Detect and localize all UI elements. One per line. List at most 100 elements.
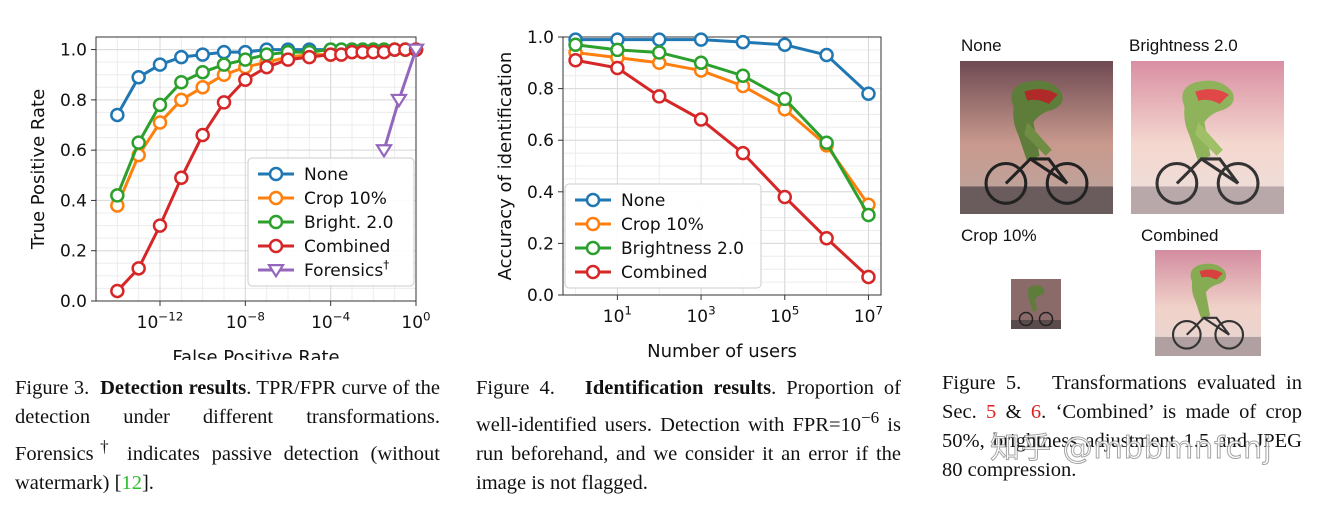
data-point xyxy=(131,261,146,276)
caption-bold: Identification results xyxy=(584,377,772,399)
data-point xyxy=(568,52,583,68)
caption-text: . TPR/FPR curve of the detection under d… xyxy=(15,377,441,465)
legend-box xyxy=(564,183,762,289)
data-point xyxy=(152,57,168,72)
chart-identification-results: 0.0 0.2 0.4 0.6 0.8 1.0 101 103 105 107 Number of … xyxy=(495,28,883,360)
y-tick-label: 0.6 xyxy=(60,141,87,161)
legend-marker xyxy=(268,238,284,254)
data-point xyxy=(389,93,408,109)
x-tick-label: 107 xyxy=(854,303,883,327)
legend: None Crop 10% Brightness 2.0 Combined xyxy=(564,183,762,289)
data-point xyxy=(777,37,793,52)
data-point xyxy=(152,218,168,233)
section-link[interactable]: 5 xyxy=(986,401,997,423)
legend: None Crop 10% Bright. 2.0 CombinedForensics… xyxy=(247,157,415,287)
caption-sup: † xyxy=(93,437,116,456)
data-point xyxy=(819,135,834,151)
legend-label: None xyxy=(304,165,348,185)
data-point xyxy=(195,47,210,62)
data-point xyxy=(819,47,834,63)
data-point xyxy=(259,47,274,62)
legend-marker xyxy=(585,240,601,256)
x-tick-label: 101 xyxy=(603,303,632,327)
y-tick-label: 1.0 xyxy=(60,41,87,61)
data-point xyxy=(693,55,709,71)
caption-figure-4: Figure 4. Identification results. Propor… xyxy=(476,374,901,498)
y-axis-label: True Positive Rate xyxy=(28,89,49,250)
y-tick-label: 0.4 xyxy=(527,183,554,203)
caption-text: is run beforehand, and we con­sider it a… xyxy=(476,413,901,494)
caption-text: indicates passive detection (without wat… xyxy=(15,442,440,494)
thumb-image-combined xyxy=(1155,250,1261,356)
data-point xyxy=(610,60,625,76)
thumb-image-crop xyxy=(1011,279,1061,329)
data-point xyxy=(693,112,709,127)
citation-link[interactable]: 12 xyxy=(121,471,142,494)
legend-label: Combined xyxy=(304,237,390,257)
x-tick-label: 103 xyxy=(686,303,715,327)
data-point xyxy=(777,189,793,205)
x-tick-label: 100 xyxy=(401,309,430,333)
legend-marker xyxy=(268,166,284,182)
section-link[interactable]: 6 xyxy=(1030,401,1042,423)
data-point xyxy=(174,49,189,65)
y-tick-label: 0.0 xyxy=(527,286,554,306)
data-point xyxy=(174,75,189,90)
data-point xyxy=(651,45,667,60)
caption-text: & xyxy=(996,401,1031,423)
y-tick-label: 0.2 xyxy=(60,242,87,262)
legend-label: None xyxy=(621,191,665,211)
series-line xyxy=(575,58,870,279)
dinosaur-bicycle-crop-image xyxy=(1011,279,1061,329)
y-axis-label: Accuracy of identification xyxy=(495,52,516,281)
legend-label: Crop 10% xyxy=(304,189,387,209)
legend-marker xyxy=(585,264,601,280)
data-point xyxy=(110,188,125,203)
data-point xyxy=(238,52,253,67)
data-point xyxy=(152,115,168,130)
data-point xyxy=(407,43,425,58)
caption-figure-5: Figure 5. Transformations evaluated in S… xyxy=(942,369,1302,485)
chart-detection-results: 0.0 0.2 0.4 0.6 0.8 1.0 10−12 10−8 10−4 100 False … xyxy=(28,36,431,360)
caption-figure-3: Figure 3. Detection results. TPR/FPR cur… xyxy=(15,374,440,498)
caption-label: Figure 5. xyxy=(942,372,1022,394)
data-point xyxy=(861,269,876,285)
data-point xyxy=(693,32,709,47)
thumb-label-brightness: Brightness 2.0 xyxy=(1129,36,1238,55)
data-point xyxy=(735,34,751,50)
legend-marker xyxy=(585,192,601,208)
y-tick-label: 0.0 xyxy=(60,292,87,312)
y-tick-label: 0.4 xyxy=(60,191,87,211)
legend-marker xyxy=(268,190,284,206)
data-point xyxy=(568,37,583,52)
data-point xyxy=(280,52,296,67)
legend-label: Bright. 2.0 xyxy=(304,213,393,233)
data-point xyxy=(195,64,210,80)
legend-label: Combined xyxy=(621,263,707,283)
data-point xyxy=(195,127,210,143)
thumb-label-combined: Combined xyxy=(1141,226,1219,245)
data-point xyxy=(216,95,232,110)
data-point xyxy=(110,283,125,299)
caption-bold: Detection results xyxy=(100,377,247,399)
data-point xyxy=(259,59,274,75)
x-tick-label: 105 xyxy=(770,303,799,327)
x-tick-label: 10−4 xyxy=(311,309,350,333)
data-point xyxy=(131,135,146,150)
data-point xyxy=(651,89,667,104)
caption-text: Transformations evaluated in Sec. xyxy=(942,372,1302,423)
caption-label: Figure 3. xyxy=(15,377,90,399)
plot-frame xyxy=(562,36,882,296)
plot-frame xyxy=(95,36,417,302)
dinosaur-bicycle-bright-image xyxy=(1131,61,1284,214)
caption-text: . ‘Combined’ is made of crop 50%, bright… xyxy=(942,401,1302,481)
data-point xyxy=(777,91,793,107)
caption-text: ]. xyxy=(141,471,154,494)
data-point xyxy=(375,144,393,159)
y-tick-label: 0.8 xyxy=(60,91,87,111)
data-point xyxy=(735,145,751,161)
legend-box xyxy=(247,157,415,287)
caption-text: . Propor­tion of well-identified users. … xyxy=(476,377,901,436)
data-point xyxy=(216,57,232,72)
x-tick-label: 10−12 xyxy=(137,309,184,333)
